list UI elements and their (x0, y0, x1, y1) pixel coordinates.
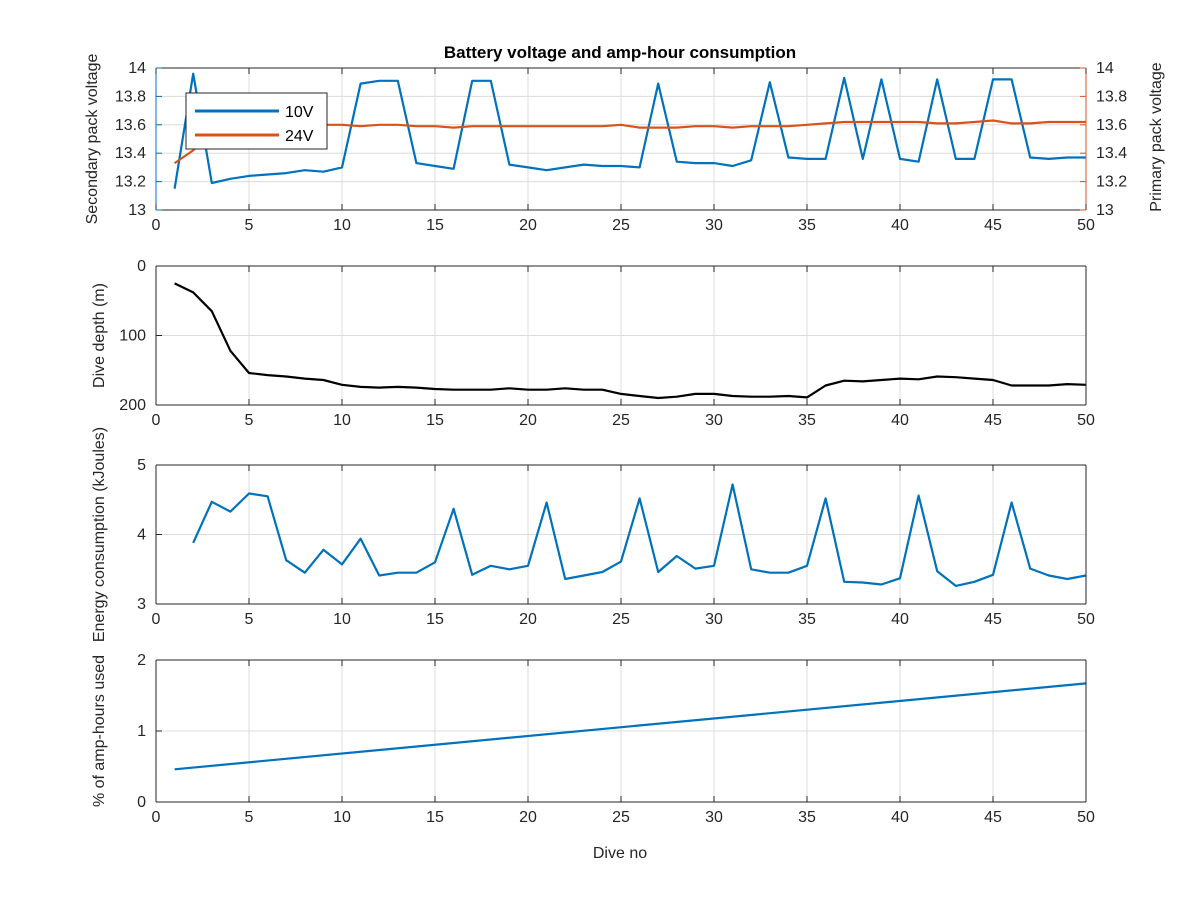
x-tick-label: 15 (426, 412, 444, 429)
x-tick-label: 15 (426, 611, 444, 628)
x-axis-label: Dive no (593, 845, 647, 862)
right-y-tick-label: 13 (1096, 202, 1114, 219)
series-line-10V (173, 72, 1086, 189)
x-tick-label: 45 (984, 611, 1002, 628)
y-tick-label: 5 (137, 457, 146, 474)
subplot-4: 0 5 10 15 20 25 30 35 40 45 50 0 1 2 % of amp-hours us… (91, 652, 1095, 826)
right-y-tick-label: 13.2 (1096, 174, 1127, 191)
x-tick-label: 45 (984, 809, 1002, 826)
x-tick-label: 30 (705, 412, 723, 429)
x-tick-label: 45 (984, 217, 1002, 234)
x-tick-label: 30 (705, 611, 723, 628)
x-tick-label: 35 (798, 809, 816, 826)
x-tick-label: 10 (333, 809, 351, 826)
x-tick-label: 0 (152, 809, 161, 826)
y-tick-label: 13 (128, 202, 146, 219)
y-tick-label: 1 (137, 723, 146, 740)
x-tick-label: 45 (984, 412, 1002, 429)
y-tick-label: 0 (137, 258, 146, 275)
x-tick-label: 30 (705, 217, 723, 234)
x-tick-label: 5 (245, 217, 254, 234)
series-line-p4-s1 (174, 682, 1087, 771)
legend-label-10V: 10V (285, 104, 314, 121)
y-tick-label: 14 (128, 60, 146, 77)
x-tick-label: 50 (1077, 412, 1095, 429)
x-tick-label: 50 (1077, 217, 1095, 234)
subplot-1: 0 5 10 15 20 25 30 35 40 45 501313.213.413.613.814… (84, 54, 1165, 234)
legend-box (185, 92, 328, 150)
x-tick-label: 35 (798, 611, 816, 628)
x-tick-label: 25 (612, 217, 630, 234)
x-tick-label: 40 (891, 412, 909, 429)
x-tick-label: 25 (612, 809, 630, 826)
x-tick-label: 50 (1077, 611, 1095, 628)
x-tick-label: 5 (245, 611, 254, 628)
y-axis-label: % of amp-hours used (91, 655, 108, 807)
x-tick-label: 10 (333, 412, 351, 429)
y-tick-label: 13.4 (115, 145, 146, 162)
x-tick-label: 35 (798, 412, 816, 429)
x-tick-label: 15 (426, 217, 444, 234)
legend-label-24V: 24V (285, 128, 314, 145)
y-axis-label: Energy consumption (kJoules) (91, 427, 108, 642)
x-tick-label: 5 (245, 412, 254, 429)
y-axis-label: Secondary pack voltage (84, 54, 101, 225)
right-y-tick-label: 14 (1096, 60, 1114, 77)
x-tick-label: 10 (333, 611, 351, 628)
y-tick-label: 13.6 (115, 117, 146, 134)
subplot-2: 0 5 10 15 20 25 30 35 40 45 50 0 100 200 Dive depth (m… (91, 258, 1095, 429)
right-y-tick-label: 13.6 (1096, 117, 1127, 134)
y-tick-label: 0 (137, 794, 146, 811)
x-tick-label: 40 (891, 217, 909, 234)
x-tick-label: 20 (519, 611, 537, 628)
y-tick-label: 13.2 (115, 174, 146, 191)
y-tick-label: 13.8 (115, 88, 146, 105)
x-tick-label: 30 (705, 809, 723, 826)
x-tick-label: 40 (891, 809, 909, 826)
right-y-axis-label: Primary pack voltage (1148, 62, 1165, 211)
x-tick-label: 40 (891, 611, 909, 628)
right-y-tick-label: 13.4 (1096, 145, 1127, 162)
figure-title: Battery voltage and amp-hour consumption (444, 43, 796, 62)
x-tick-label: 35 (798, 217, 816, 234)
y-tick-label: 4 (137, 527, 146, 544)
series-line-p2-s1 (174, 282, 1087, 400)
x-tick-label: 0 (152, 217, 161, 234)
x-tick-label: 0 (152, 611, 161, 628)
y-tick-label: 100 (119, 328, 146, 345)
x-tick-label: 10 (333, 217, 351, 234)
x-tick-label: 0 (152, 412, 161, 429)
right-y-tick-label: 13.8 (1096, 88, 1127, 105)
subplot-panels: 0 5 10 15 20 25 30 35 40 45 501313.213.413.613.814… (84, 54, 1165, 826)
y-axis-label: Dive depth (m) (91, 283, 108, 388)
x-tick-label: 15 (426, 809, 444, 826)
series-line-p3-s1 (192, 483, 1087, 588)
y-tick-label: 2 (137, 652, 146, 669)
x-tick-label: 20 (519, 412, 537, 429)
x-tick-label: 25 (612, 611, 630, 628)
x-tick-label: 5 (245, 809, 254, 826)
y-tick-label: 200 (119, 397, 146, 414)
y-tick-label: 3 (137, 596, 146, 613)
x-tick-label: 20 (519, 217, 537, 234)
x-tick-label: 50 (1077, 809, 1095, 826)
x-tick-label: 20 (519, 809, 537, 826)
x-tick-label: 25 (612, 412, 630, 429)
